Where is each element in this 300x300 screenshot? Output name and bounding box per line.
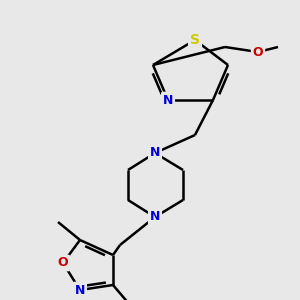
Text: N: N: [163, 94, 173, 106]
Text: N: N: [150, 146, 160, 160]
Text: N: N: [75, 284, 85, 296]
Text: S: S: [190, 33, 200, 47]
Text: N: N: [150, 211, 160, 224]
Text: O: O: [58, 256, 68, 269]
Text: O: O: [253, 46, 263, 59]
